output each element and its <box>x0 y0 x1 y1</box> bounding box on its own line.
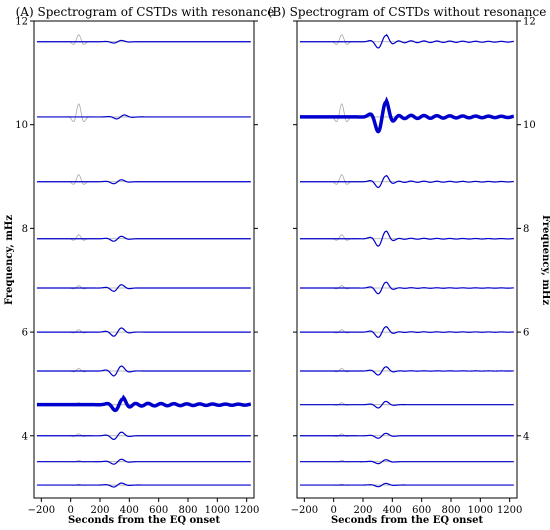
blue-trace-0 <box>299 33 514 49</box>
gray-trace-0 <box>36 34 252 45</box>
panel-a: (A) Spectrogram of CSTDs with resonance … <box>15 5 274 526</box>
y-tick-label-1: 6 <box>523 328 529 339</box>
x-tick-label-1: 0 <box>67 505 73 516</box>
panel-a-traces <box>36 34 252 488</box>
x-tick-label-6: 1000 <box>468 505 493 516</box>
x-tick-label-1: 0 <box>330 505 336 516</box>
blue-trace-10 <box>299 482 514 488</box>
x-tick-label-6: 1000 <box>205 505 230 516</box>
blue-trace-2 <box>36 179 251 185</box>
x-tick-label-2: 200 <box>90 505 109 516</box>
y-tick-label-3: 10 <box>15 120 28 131</box>
x-tick-label-3: 400 <box>120 505 139 516</box>
panel-b-xlabel: Seconds from the EQ onset <box>331 515 484 526</box>
y-tick-label-4: 12 <box>523 17 536 28</box>
x-tick-label-7: 1200 <box>497 505 522 516</box>
blue-trace-7 <box>299 400 514 409</box>
blue-trace-5 <box>299 326 514 338</box>
blue-trace-1 <box>36 114 251 120</box>
blue-trace-8 <box>299 432 514 439</box>
y-tick-label-2: 8 <box>523 224 529 235</box>
panel-b: (B) Spectrogram of CSTDs without resonan… <box>268 5 547 526</box>
x-tick-label-2: 200 <box>353 505 372 516</box>
blue-trace-3 <box>299 230 514 247</box>
blue-trace-6 <box>299 366 514 376</box>
y-tick-label-0: 4 <box>22 431 28 442</box>
blue-trace-7 <box>36 394 251 413</box>
blue-trace-0 <box>36 39 251 44</box>
x-tick-label-3: 400 <box>383 505 402 516</box>
blue-trace-4 <box>36 284 251 292</box>
gray-trace-0 <box>299 34 515 45</box>
blue-trace-10 <box>36 482 251 488</box>
blue-trace-6 <box>36 365 251 377</box>
panel-b-title: (B) Spectrogram of CSTDs without resonan… <box>268 5 547 19</box>
panel-b-ticks: −200 0 200 400 600 800 1000 1200 4 6 8 10 12 <box>291 17 536 517</box>
blue-trace-3 <box>36 235 251 242</box>
y-tick-label-3: 10 <box>523 120 536 131</box>
panel-a-frame <box>33 20 255 499</box>
gray-trace-2 <box>299 174 515 185</box>
x-tick-label-0: −200 <box>28 505 55 516</box>
panel-b-frame <box>296 20 518 499</box>
panel-a-xlabel: Seconds from the EQ onset <box>68 515 221 526</box>
blue-trace-1 <box>299 96 514 134</box>
left-ylabel: Frequency, mHz <box>4 215 15 305</box>
panel-b-traces <box>299 33 515 488</box>
x-tick-label-4: 600 <box>412 505 431 516</box>
gray-trace-3 <box>36 234 252 241</box>
blue-trace-9 <box>299 459 514 465</box>
x-tick-label-7: 1200 <box>234 505 259 516</box>
gray-trace-1 <box>36 103 252 123</box>
blue-trace-4 <box>299 281 514 295</box>
x-tick-label-4: 600 <box>149 505 168 516</box>
x-tick-label-0: −200 <box>291 505 318 516</box>
blue-trace-2 <box>299 174 514 189</box>
blue-trace-5 <box>36 327 251 337</box>
blue-trace-9 <box>36 458 251 465</box>
x-tick-label-5: 800 <box>441 505 460 516</box>
y-tick-label-2: 8 <box>22 224 28 235</box>
x-tick-label-5: 800 <box>178 505 197 516</box>
y-tick-label-0: 4 <box>523 431 529 442</box>
y-tick-label-4: 12 <box>15 17 28 28</box>
right-ylabel: Frequency, mHz <box>540 215 550 305</box>
y-tick-label-1: 6 <box>22 328 28 339</box>
blue-trace-8 <box>36 431 251 440</box>
gray-trace-2 <box>36 174 252 185</box>
panel-a-title: (A) Spectrogram of CSTDs with resonance <box>16 5 275 19</box>
panel-a-ticks: −200 0 200 400 600 800 1000 1200 4 6 8 10 12 <box>15 17 259 517</box>
